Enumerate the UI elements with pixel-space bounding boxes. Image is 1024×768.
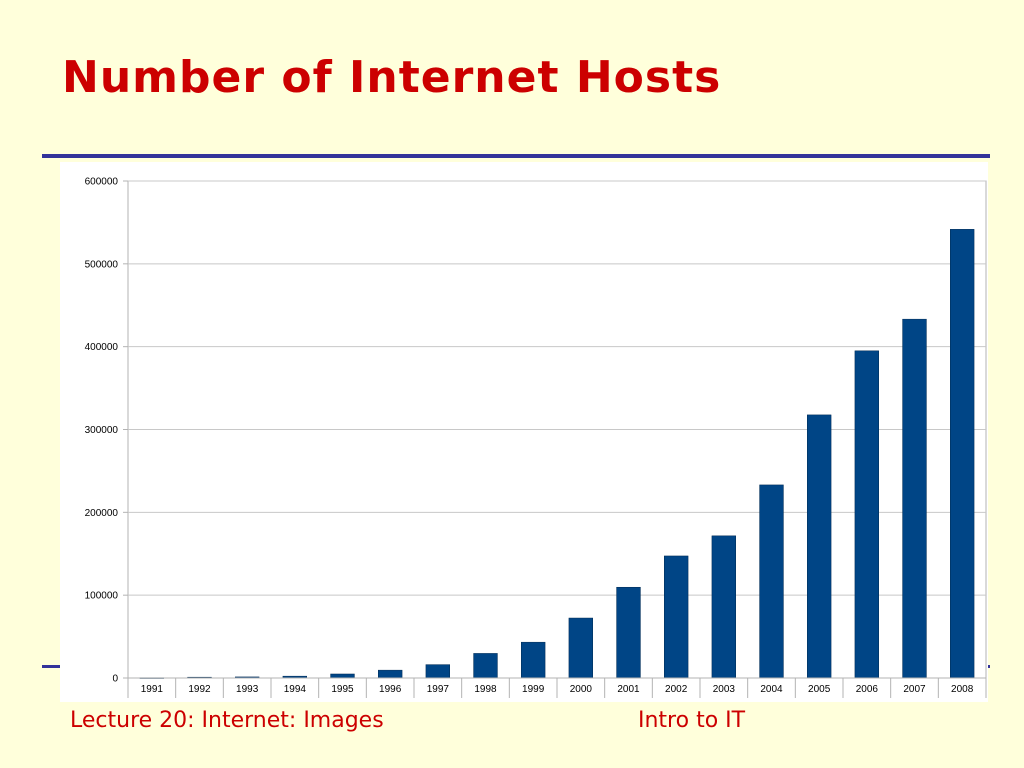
x-tick-label: 1997 xyxy=(427,684,450,695)
bar-chart: 0 100000 200000 300000 400000 500000 600000 199… xyxy=(85,177,987,698)
x-tick-label: 2000 xyxy=(570,684,593,695)
x-tick-label: 1992 xyxy=(188,684,211,695)
bar xyxy=(854,350,880,679)
bar xyxy=(473,653,498,679)
x-tick-label: 2005 xyxy=(808,684,831,695)
bar xyxy=(425,664,450,679)
bar xyxy=(759,484,784,679)
y-tick-label: 500000 xyxy=(85,259,119,270)
x-tick-label: 1996 xyxy=(379,684,402,695)
bar xyxy=(664,555,689,679)
y-tick-label: 600000 xyxy=(85,177,119,188)
slide-title: Number of Internet Hosts xyxy=(62,52,722,103)
x-tick-label: 2004 xyxy=(760,684,783,695)
x-tick-label: 1994 xyxy=(284,684,307,695)
footer-lecture-title: Lecture 20: Internet: Images xyxy=(70,708,384,733)
bar xyxy=(950,229,975,679)
chart-panel: 0 100000 200000 300000 400000 500000 600000 199… xyxy=(60,162,988,702)
x-tick-label: 1995 xyxy=(331,684,354,695)
x-tick-label: 1999 xyxy=(522,684,545,695)
x-tick-label: 2001 xyxy=(617,684,640,695)
y-tick-label: 400000 xyxy=(85,342,119,353)
bar xyxy=(807,414,832,679)
x-tick-label: 1993 xyxy=(236,684,259,695)
title-divider xyxy=(42,154,990,158)
y-tick-label: 300000 xyxy=(85,425,119,436)
bar xyxy=(568,617,593,679)
bar xyxy=(330,673,355,679)
bar xyxy=(616,586,641,679)
x-tick-label: 2003 xyxy=(713,684,736,695)
bar xyxy=(902,318,927,679)
bar xyxy=(378,669,403,679)
bar xyxy=(711,535,737,679)
x-tick-label: 2008 xyxy=(951,684,974,695)
y-tick-label: 200000 xyxy=(85,508,119,519)
y-tick-label: 100000 xyxy=(85,591,119,602)
footer-course-name: Intro to IT xyxy=(638,708,746,733)
y-tick-label: 0 xyxy=(112,674,118,685)
x-tick-label: 1991 xyxy=(141,684,164,695)
x-tick-label: 2007 xyxy=(903,684,926,695)
bar xyxy=(521,641,546,679)
x-tick-label: 2006 xyxy=(856,684,879,695)
x-tick-label: 1998 xyxy=(474,684,497,695)
x-tick-label: 2002 xyxy=(665,684,688,695)
